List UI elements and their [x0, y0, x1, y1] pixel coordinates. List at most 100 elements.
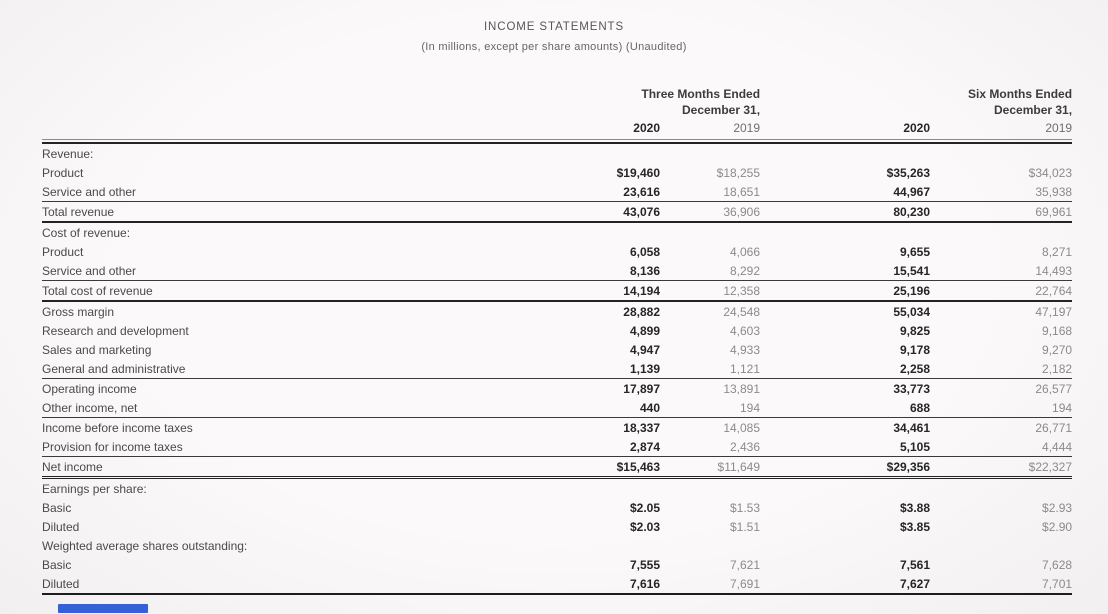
- cell-value: $1.51: [730, 519, 761, 534]
- cell-value: [760, 222, 930, 242]
- table-row: Net income $15,463 $11,649 $29,356 $22,327: [42, 456, 1073, 479]
- cell-value: $2.05: [629, 500, 660, 515]
- cell-value: 14,194: [342, 280, 660, 302]
- table-row: General and administrative 1,139 1,121 2,25…: [42, 359, 1073, 379]
- row-label: Earnings per share:: [42, 481, 147, 496]
- cell-value: [342, 222, 660, 242]
- cell-value: 18,337: [623, 420, 660, 435]
- page-title: INCOME STATEMENTS: [483, 21, 625, 33]
- table-row: Sales and marketing 4,947 4,933 9,178 9,270: [42, 340, 1072, 359]
- row-label: Income before income taxes: [42, 420, 193, 435]
- cell-value: [930, 143, 1072, 163]
- cell-value: 43,076: [342, 201, 660, 223]
- cell-value: 18,651: [660, 182, 761, 202]
- table-row: Other income, net 440 194 688 194: [42, 398, 1073, 418]
- cell-value: [660, 143, 760, 163]
- table-row: Cost of revenue:: [42, 222, 1072, 242]
- column-group-header-row: Three Months Ended December 31, Six Mont…: [42, 86, 1072, 118]
- row-label: Service and other: [42, 261, 342, 281]
- cell-value: $3.88: [900, 500, 931, 515]
- cell-value: 4,899: [629, 323, 660, 338]
- row-label: Product: [42, 165, 84, 180]
- col-group-three-months: Three Months Ended December 31,: [42, 86, 760, 118]
- cell-value: 5,105: [760, 437, 931, 457]
- cell-value: $22,327: [930, 456, 1073, 479]
- row-label: Basic: [42, 557, 72, 572]
- row-label: Operating income: [42, 381, 137, 396]
- cell-value: 14,085: [723, 420, 761, 435]
- cell-value: 15,541: [760, 261, 931, 281]
- table-row: Basic $2.05 $1.53 $3.88 $2.93: [42, 498, 1072, 517]
- cell-value: 688: [760, 398, 931, 418]
- cell-value: $34,023: [1028, 165, 1073, 180]
- cell-value: [930, 536, 1072, 555]
- table-row: Operating income 17,897 13,891 33,773 26,577: [42, 379, 1072, 399]
- cell-value: 4,947: [629, 342, 660, 357]
- cell-value: 14,493: [930, 261, 1073, 281]
- row-label: Basic: [42, 500, 72, 515]
- cell-value: [342, 536, 660, 555]
- cell-value: $1.53: [730, 500, 761, 515]
- cell-value: $35,263: [886, 165, 931, 180]
- cell-value: [342, 143, 660, 163]
- cell-value: [660, 222, 760, 242]
- cell-value: 7,621: [730, 557, 761, 572]
- table-row: Diluted $2.03 $1.51 $3.85 $2.90: [42, 517, 1072, 536]
- cell-value: 4,066: [730, 244, 761, 259]
- row-label: Net income: [42, 456, 342, 479]
- table-row: Revenue:: [42, 143, 1072, 163]
- cell-value: 26,771: [1035, 420, 1073, 435]
- cell-value: 28,882: [623, 304, 660, 319]
- cell-value: 9,270: [1042, 342, 1073, 357]
- cell-value: $15,463: [342, 456, 660, 479]
- three-months-line1: Three Months Ended: [641, 87, 761, 101]
- cell-value: 22,764: [930, 280, 1073, 302]
- cell-value: 2,258: [760, 359, 931, 379]
- cell-value: [760, 478, 930, 499]
- table-row: Income before income taxes 18,337 14,085 34…: [42, 418, 1072, 438]
- row-label: Diluted: [42, 519, 80, 534]
- cell-value: 194: [930, 398, 1073, 418]
- cell-value: 9,825: [900, 323, 931, 338]
- header-thick-rule: [42, 139, 1073, 144]
- row-label: Cost of revenue:: [42, 225, 131, 240]
- table-row: Product $19,460 $18,255 $35,263 $34,023: [42, 163, 1072, 182]
- row-label: Weighted average shares outstanding:: [42, 538, 248, 553]
- table-row: Gross margin 28,882 24,548 55,034 47,197: [42, 301, 1072, 321]
- row-label: Total revenue: [42, 201, 342, 223]
- cell-value: 13,891: [723, 381, 761, 396]
- cell-value: 55,034: [893, 304, 931, 319]
- bottom-blue-bar: [58, 604, 148, 613]
- cell-value: 44,967: [760, 182, 931, 202]
- cell-value: 7,616: [342, 574, 660, 595]
- cell-value: 9,168: [1042, 323, 1073, 338]
- table-row: Total cost of revenue 14,194 12,358 25,196 2…: [42, 280, 1073, 302]
- cell-value: $2.93: [1042, 500, 1073, 515]
- cell-value: 7,555: [629, 557, 660, 572]
- cell-value: 6,058: [629, 244, 660, 259]
- cell-value: 9,178: [900, 342, 931, 357]
- cell-value: 8,136: [342, 261, 660, 281]
- year-header-2019-6m: 2019: [930, 118, 1073, 140]
- cell-value: 69,961: [930, 201, 1073, 223]
- cell-value: [760, 143, 930, 163]
- cell-value: $18,255: [716, 165, 761, 180]
- row-label: Sales and marketing: [42, 342, 152, 357]
- cell-value: 36,906: [660, 201, 761, 223]
- cell-value: 2,874: [342, 437, 660, 457]
- three-months-line2: December 31,: [681, 103, 761, 117]
- page-subtitle: (In millions, except per share amounts) …: [421, 41, 687, 53]
- cell-value: $2.03: [629, 519, 660, 534]
- cell-value: 2,436: [660, 437, 761, 457]
- cell-value: 8,292: [660, 261, 761, 281]
- year-header-2020-q: 2020: [342, 118, 660, 140]
- cell-value: 12,358: [660, 280, 761, 302]
- cell-value: [930, 478, 1072, 499]
- cell-value: 7,561: [900, 557, 931, 572]
- cell-value: 440: [342, 398, 660, 418]
- year-header-2020-6m: 2020: [760, 118, 931, 140]
- table-row: Basic 7,555 7,621 7,561 7,628: [42, 555, 1072, 574]
- cell-value: 7,628: [1042, 557, 1073, 572]
- cell-value: 17,897: [623, 381, 660, 396]
- cell-value: $3.85: [900, 519, 931, 534]
